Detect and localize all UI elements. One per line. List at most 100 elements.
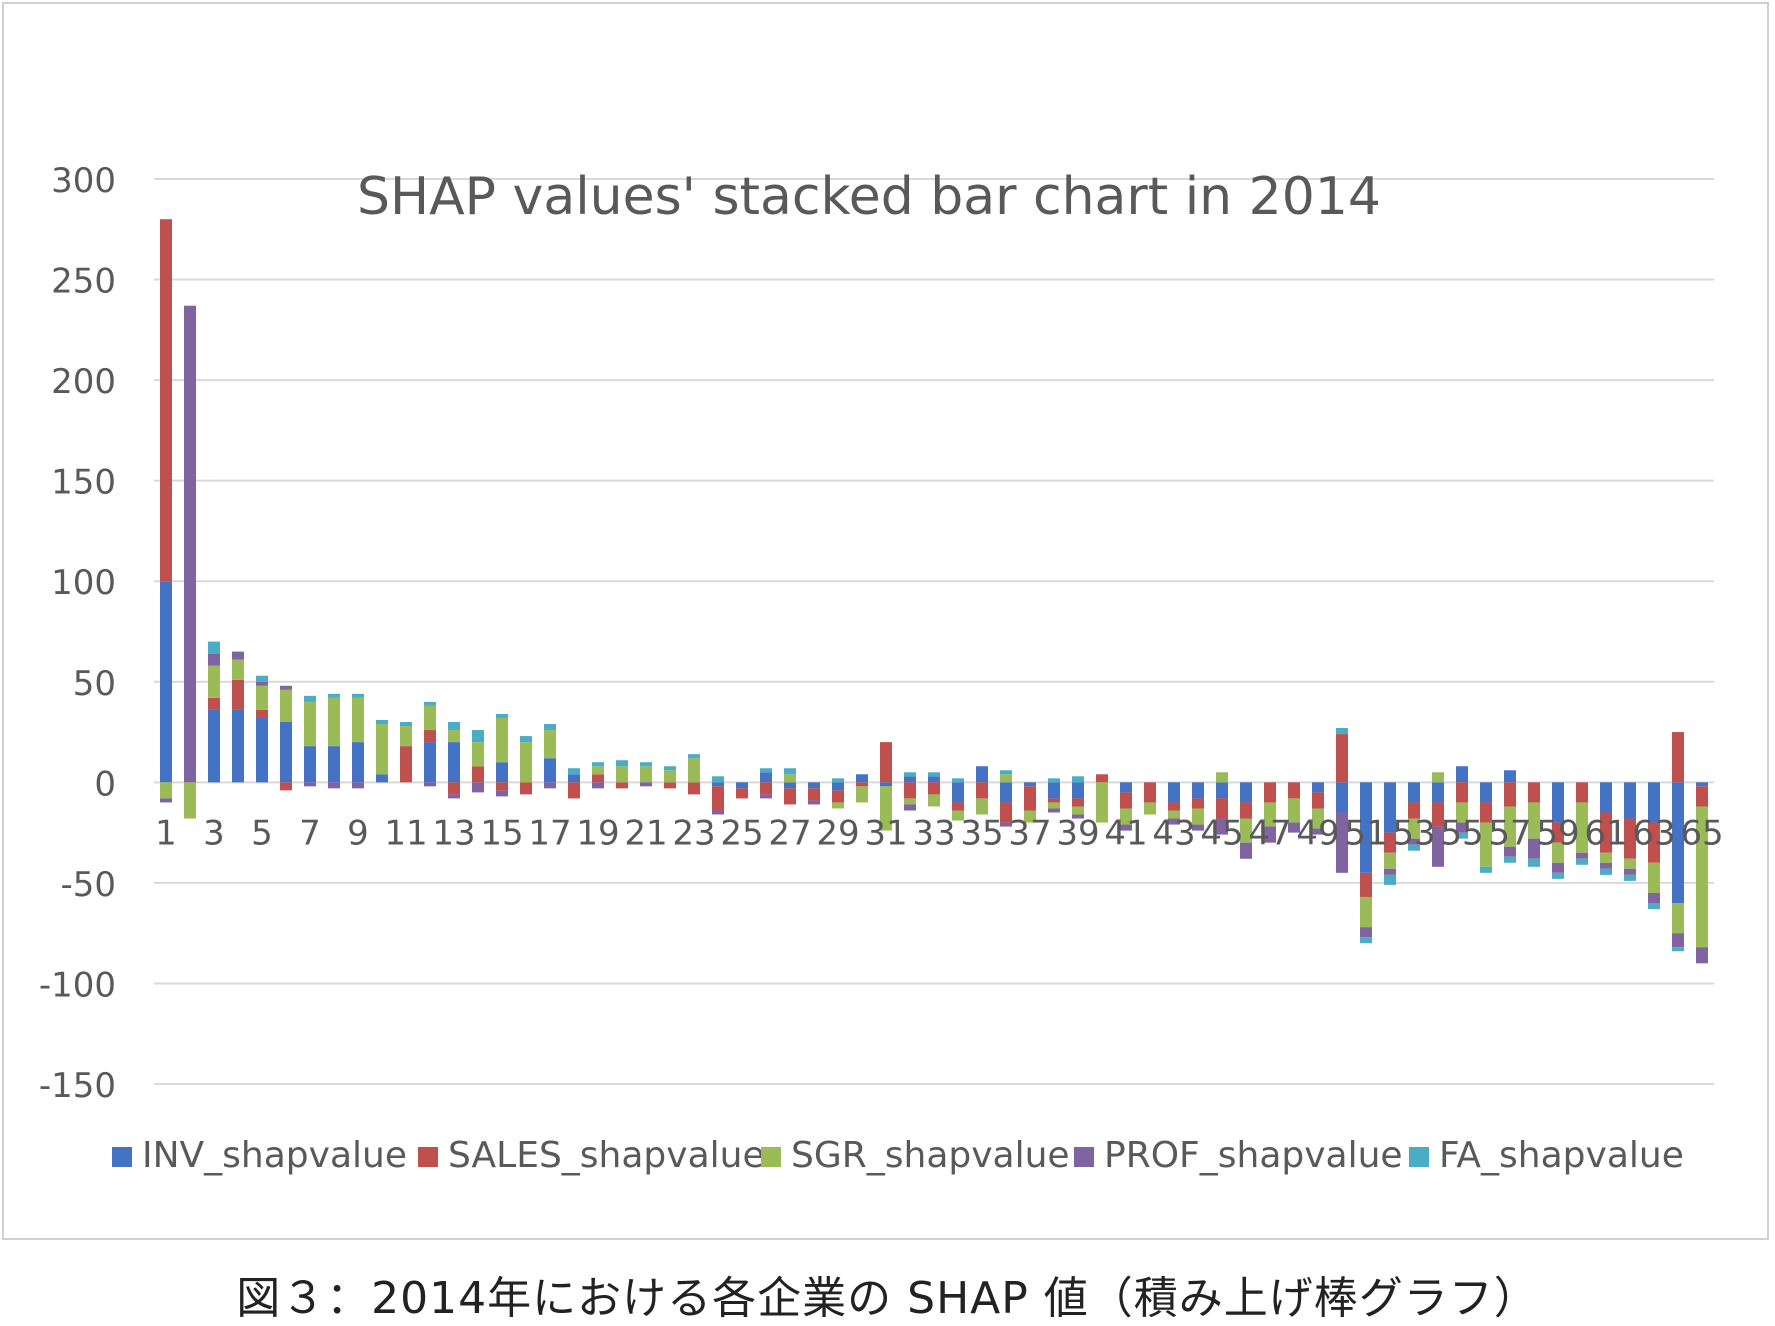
gridlines xyxy=(154,178,1714,1085)
bar-segment-INV_shapvalue xyxy=(328,746,340,783)
bar-segment-PROF_shapvalue xyxy=(808,800,820,805)
y-tick-label: -100 xyxy=(39,965,116,1005)
bar-segment-PROF_shapvalue xyxy=(1000,822,1012,827)
bar-segment-INV_shapvalue xyxy=(232,709,244,783)
bar-segment-INV_shapvalue xyxy=(1480,782,1492,803)
bar-segment-SALES_shapvalue xyxy=(1672,732,1684,783)
bar-segment-FA_shapvalue xyxy=(1576,858,1588,865)
bar-segment-SALES_shapvalue xyxy=(1432,802,1444,827)
x-tick-label: 53 xyxy=(1392,813,1435,853)
bar-segment-SGR_shapvalue xyxy=(1048,802,1060,809)
x-tick-label: 25 xyxy=(720,813,763,853)
bar-segment-SGR_shapvalue xyxy=(256,685,268,710)
bar-segment-PROF_shapvalue xyxy=(472,782,484,793)
bar-segment-FA_shapvalue xyxy=(640,762,652,767)
bar-segment-INV_shapvalue xyxy=(1600,782,1612,813)
bar-segment-INV_shapvalue xyxy=(376,774,388,783)
bar-segment-SGR_shapvalue xyxy=(640,766,652,783)
bar-segment-INV_shapvalue xyxy=(1336,782,1348,813)
bar-segment-FA_shapvalue xyxy=(1624,874,1636,881)
bar-segment-INV_shapvalue xyxy=(256,717,268,783)
bar-segment-SGR_shapvalue xyxy=(1456,802,1468,823)
bar-segment-FA_shapvalue xyxy=(1456,832,1468,839)
bar-segment-FA_shapvalue xyxy=(1648,903,1660,910)
bar-segment-FA_shapvalue xyxy=(304,695,316,702)
x-tick-label: 21 xyxy=(624,813,667,853)
bar-segment-SGR_shapvalue xyxy=(928,794,940,807)
bar-segment-SGR_shapvalue xyxy=(280,689,292,722)
bar-segment-SGR_shapvalue xyxy=(496,717,508,763)
bar-segment-PROF_shapvalue xyxy=(712,810,724,815)
bar-segment-PROF_shapvalue xyxy=(1456,822,1468,833)
bar-segment-PROF_shapvalue xyxy=(280,685,292,690)
bar-segment-SGR_shapvalue xyxy=(328,697,340,747)
bar-segment-FA_shapvalue xyxy=(520,736,532,743)
bar-segment-FA_shapvalue xyxy=(1552,872,1564,879)
x-tick-label: 51 xyxy=(1344,813,1387,853)
bar-segment-FA_shapvalue xyxy=(1048,778,1060,783)
bar-segment-PROF_shapvalue xyxy=(352,782,364,789)
bar-segment-INV_shapvalue xyxy=(1432,782,1444,803)
bar-segment-PROF_shapvalue xyxy=(1624,868,1636,875)
bar-segment-SALES_shapvalue xyxy=(1048,798,1060,803)
bar-segment-SALES_shapvalue xyxy=(1144,782,1156,803)
bar-segment-SALES_shapvalue xyxy=(1552,822,1564,843)
bar-segment-FA_shapvalue xyxy=(208,641,220,654)
bar-segment-SALES_shapvalue xyxy=(808,788,820,801)
bar-segment-PROF_shapvalue xyxy=(1528,838,1540,859)
y-tick-label: 250 xyxy=(51,262,116,302)
bar-segment-SGR_shapvalue xyxy=(1000,774,1012,783)
bar-segment-INV_shapvalue xyxy=(712,782,724,787)
bar-segment-SGR_shapvalue xyxy=(880,786,892,831)
bar-segment-SGR_shapvalue xyxy=(544,730,556,759)
y-tick-label: 200 xyxy=(51,362,116,402)
y-axis-tick-labels: 300 250 200 150 100 50 0 -50 -100 -150 xyxy=(39,161,116,1106)
bar-segment-INV_shapvalue xyxy=(1624,782,1636,819)
x-tick-label: 41 xyxy=(1104,813,1147,853)
bar-segment-SALES_shapvalue xyxy=(1648,822,1660,863)
bar-segment-INV_shapvalue xyxy=(1216,782,1228,799)
bar-segment-INV_shapvalue xyxy=(1552,782,1564,823)
bar-segment-INV_shapvalue xyxy=(544,758,556,783)
bar-segment-SALES_shapvalue xyxy=(1168,802,1180,811)
bar-segment-PROF_shapvalue xyxy=(592,782,604,789)
bar-segment-SGR_shapvalue xyxy=(424,705,436,731)
bar-segment-SGR_shapvalue xyxy=(1288,798,1300,823)
bar-segment-INV_shapvalue xyxy=(448,742,460,783)
bar-segment-SGR_shapvalue xyxy=(1096,782,1108,823)
bar-segment-SALES_shapvalue xyxy=(424,730,436,743)
bar-segment-FA_shapvalue xyxy=(1408,844,1420,851)
bar-segment-SGR_shapvalue xyxy=(1672,903,1684,934)
bar-segment-FA_shapvalue xyxy=(544,724,556,731)
bar-segment-SGR_shapvalue xyxy=(1552,842,1564,863)
bar-segment-FA_shapvalue xyxy=(1072,776,1084,783)
legend-swatch xyxy=(1074,1147,1094,1167)
legend-swatch xyxy=(418,1147,438,1167)
bar-segment-INV_shapvalue xyxy=(1696,782,1708,787)
bar-segment-INV_shapvalue xyxy=(568,774,580,783)
x-tick-label: 19 xyxy=(576,813,619,853)
bar-segment-FA_shapvalue xyxy=(328,693,340,698)
bar-segment-PROF_shapvalue xyxy=(1696,947,1708,964)
x-tick-label: 29 xyxy=(816,813,859,853)
bar-segment-PROF_shapvalue xyxy=(1552,862,1564,873)
bar-segment-PROF_shapvalue xyxy=(1168,818,1180,825)
bar-segment-PROF_shapvalue xyxy=(184,305,196,783)
bar-segment-PROF_shapvalue xyxy=(640,782,652,787)
x-tick-label: 3 xyxy=(203,813,225,853)
bar-segment-INV_shapvalue xyxy=(280,722,292,783)
x-tick-label: 13 xyxy=(432,813,475,853)
bar-segment-INV_shapvalue xyxy=(1504,770,1516,783)
bar-segment-FA_shapvalue xyxy=(1480,866,1492,873)
bar-segment-FA_shapvalue xyxy=(424,701,436,706)
bar-segment-FA_shapvalue xyxy=(1384,874,1396,885)
x-tick-label: 17 xyxy=(528,813,571,853)
bar-segment-PROF_shapvalue xyxy=(1576,852,1588,859)
bar-segment-PROF_shapvalue xyxy=(496,790,508,797)
bar-segment-FA_shapvalue xyxy=(832,778,844,783)
legend-label: INV_shapvalue xyxy=(142,1135,407,1176)
x-tick-label: 23 xyxy=(672,813,715,853)
bar-segment-INV_shapvalue xyxy=(1360,782,1372,873)
bar-segment-SALES_shapvalue xyxy=(736,788,748,799)
bar-segment-SGR_shapvalue xyxy=(1408,818,1420,839)
